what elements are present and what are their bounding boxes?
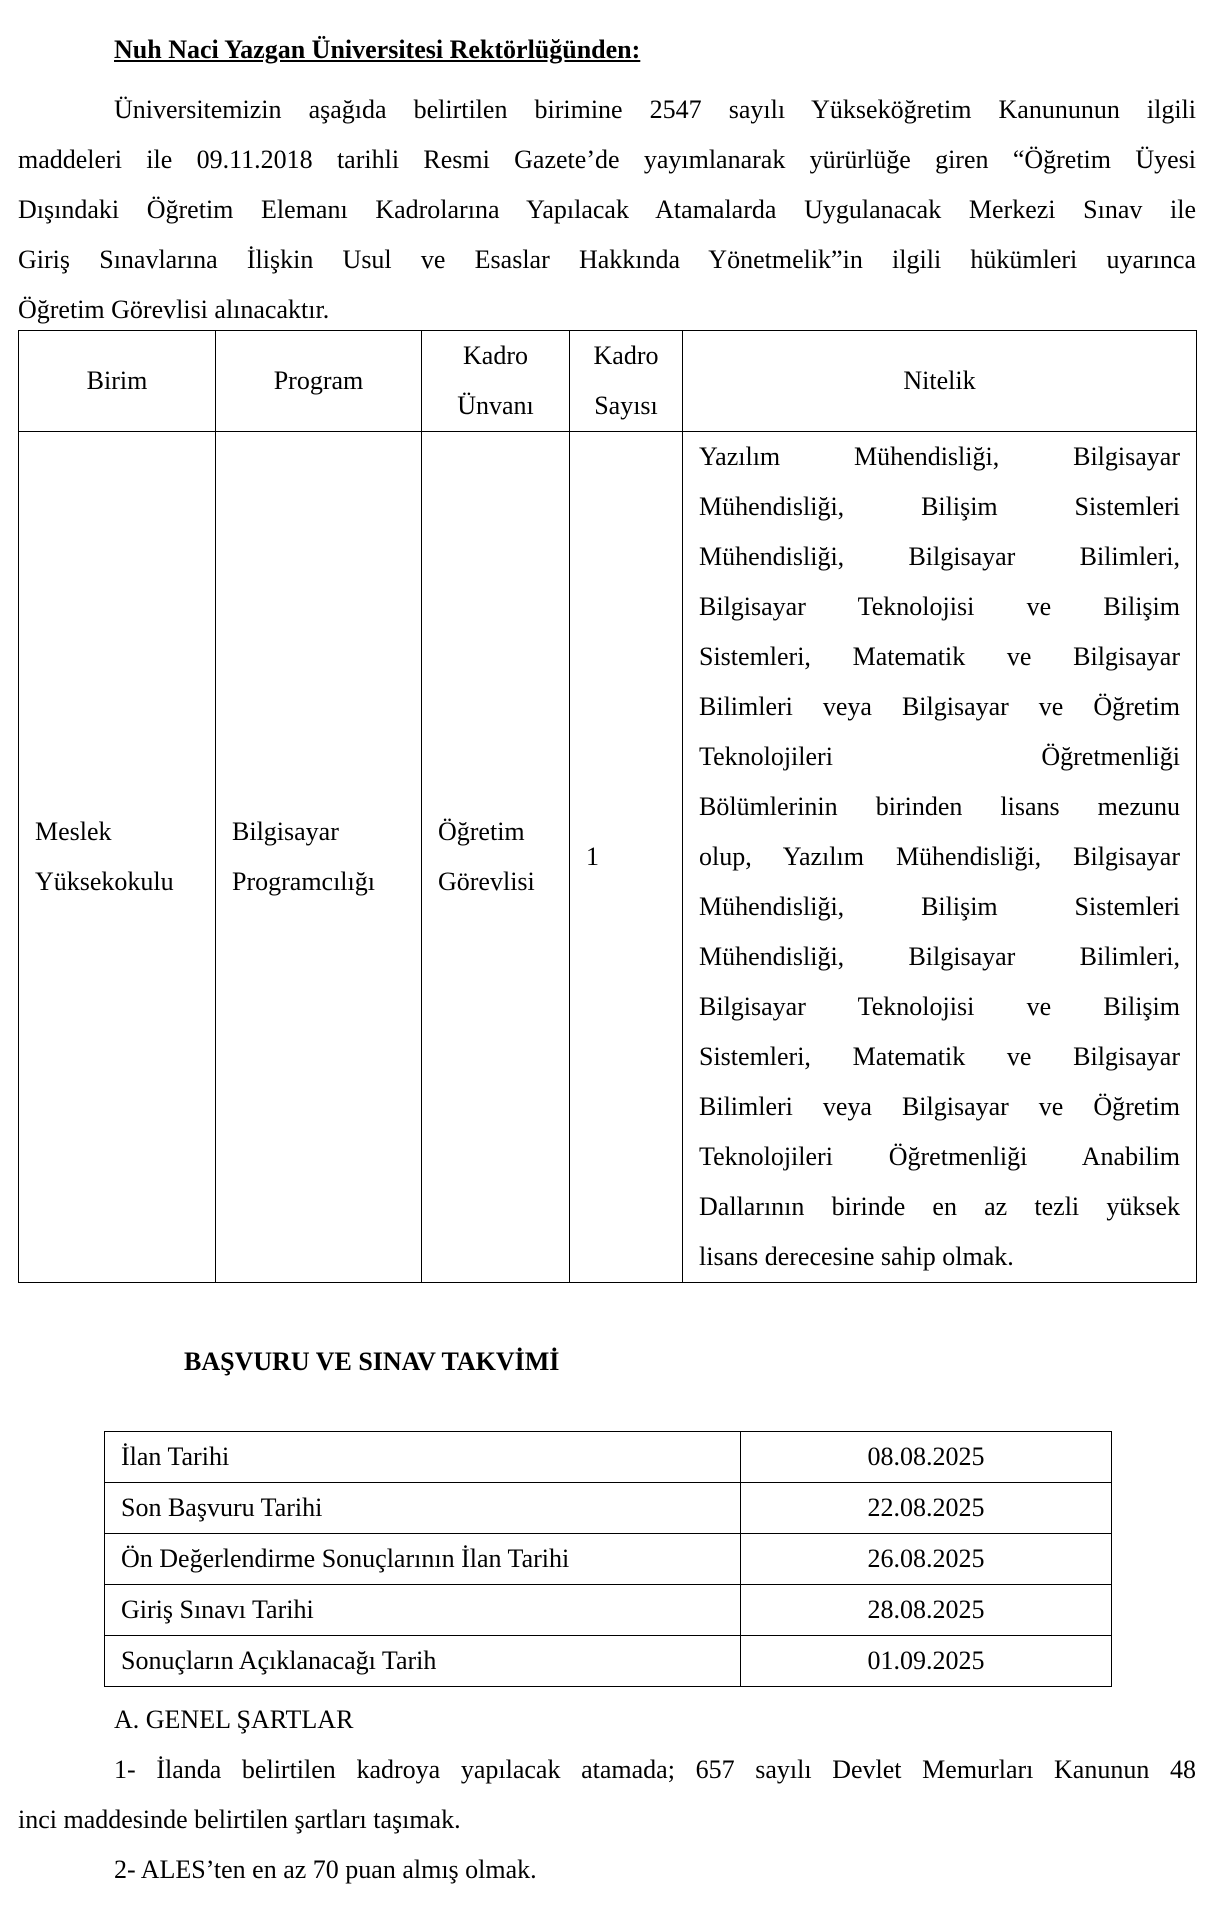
calendar-row: Giriş Sınavı Tarihi 28.08.2025 — [104, 1584, 1112, 1636]
calendar-label: İlan Tarihi — [104, 1431, 741, 1483]
nitelik-line: Bölümlerinin birinden lisans mezunu — [699, 792, 1180, 821]
cell-nitelik: Yazılım Mühendisliği, Bilgisayar Mühendis… — [682, 431, 1197, 1283]
intro-line: Giriş Sınavlarına İlişkin Usul ve Esasla… — [18, 245, 1196, 274]
nitelik-line: Yazılım Mühendisliği, Bilgisayar — [699, 442, 1180, 471]
calendar-date: 26.08.2025 — [740, 1533, 1112, 1585]
calendar-row: Sonuçların Açıklanacağı Tarih 01.09.2025 — [104, 1635, 1112, 1687]
calendar-label: Giriş Sınavı Tarihi — [104, 1584, 741, 1636]
requirements-section: A. GENEL ŞARTLAR 1- İlanda belirtilen ka… — [18, 1700, 1196, 1900]
header-kadro-sayisi: Kadro Sayısı — [569, 330, 683, 432]
header-birim: Birim — [18, 330, 216, 432]
header-kadro-unvani: Kadro Ünvanı — [421, 330, 570, 432]
calendar-table: İlan Tarihi 08.08.2025 Son Başvuru Tarihi 2… — [104, 1431, 1112, 1687]
nitelik-line: lisans derecesine sahip olmak. — [699, 1242, 1014, 1271]
requirement-item-1-cont: inci maddesinde belirtilen şartları taşı… — [18, 1805, 461, 1834]
cell-text: Meslek — [35, 817, 112, 846]
nitelik-line: Bilgisayar Teknolojisi ve Bilişim — [699, 992, 1180, 1021]
cell-text: Görevlisi — [438, 867, 535, 896]
calendar-label: Ön Değerlendirme Sonuçlarının İlan Tarih… — [104, 1533, 741, 1585]
cell-unvan: Öğretim Görevlisi — [421, 431, 570, 1283]
intro-line: Dışındaki Öğretim Elemanı Kadrolarına Ya… — [18, 195, 1196, 224]
nitelik-line: Dallarının birinde en az tezli yüksek — [699, 1192, 1180, 1221]
intro-line: Öğretim Görevlisi alınacaktır. — [18, 295, 330, 324]
header-program: Program — [215, 330, 422, 432]
requirement-item-1: 1- İlanda belirtilen kadroya yapılacak a… — [114, 1755, 1196, 1784]
nitelik-line: Sistemleri, Matematik ve Bilgisayar — [699, 1042, 1180, 1071]
cell-sayi: 1 — [569, 431, 683, 1283]
nitelik-line: Mühendisliği, Bilgisayar Bilimleri, — [699, 942, 1180, 971]
calendar-date: 22.08.2025 — [740, 1482, 1112, 1534]
table-row: Meslek Yüksekokulu Bilgisayar Programcılığ… — [18, 431, 1197, 1283]
requirement-item-2: 2- ALES’ten en az 70 puan almış olmak. — [114, 1855, 537, 1884]
cell-program: Bilgisayar Programcılığı — [215, 431, 422, 1283]
nitelik-line: Mühendisliği, Bilişim Sistemleri — [699, 892, 1180, 921]
calendar-date: 01.09.2025 — [740, 1635, 1112, 1687]
header-nitelik: Nitelik — [682, 330, 1197, 432]
intro-line: maddeleri ile 09.11.2018 tarihli Resmi G… — [18, 145, 1196, 174]
calendar-date: 28.08.2025 — [740, 1584, 1112, 1636]
calendar-label: Sonuçların Açıklanacağı Tarih — [104, 1635, 741, 1687]
nitelik-line: Teknolojileri Öğretmenliği — [699, 742, 1180, 771]
header-text: Sayısı — [594, 391, 658, 420]
intro-line: Üniversitemizin aşağıda belirtilen birim… — [114, 95, 1196, 124]
position-table: Birim Program Kadro Ünvanı Kadro Sayısı Ni… — [18, 330, 1197, 1283]
cell-text: Yüksekokulu — [35, 867, 174, 896]
document-title: Nuh Naci Yazgan Üniversitesi Rektörlüğün… — [114, 35, 641, 64]
nitelik-line: olup, Yazılım Mühendisliği, Bilgisayar — [699, 842, 1180, 871]
requirements-heading: A. GENEL ŞARTLAR — [114, 1705, 354, 1734]
cell-birim: Meslek Yüksekokulu — [18, 431, 216, 1283]
nitelik-line: Teknolojileri Öğretmenliği Anabilim — [699, 1142, 1180, 1171]
calendar-row: Son Başvuru Tarihi 22.08.2025 — [104, 1482, 1112, 1534]
header-text: Kadro — [593, 341, 659, 370]
calendar-row: İlan Tarihi 08.08.2025 — [104, 1431, 1112, 1483]
cell-text: Programcılığı — [232, 867, 375, 896]
nitelik-line: Bilimleri veya Bilgisayar ve Öğretim — [699, 1092, 1180, 1121]
calendar-row: Ön Değerlendirme Sonuçlarının İlan Tarih… — [104, 1533, 1112, 1585]
calendar-heading: BAŞVURU VE SINAV TAKVİMİ — [184, 1347, 560, 1376]
header-text: Ünvanı — [457, 391, 534, 420]
nitelik-line: Sistemleri, Matematik ve Bilgisayar — [699, 642, 1180, 671]
cell-text: Bilgisayar — [232, 817, 339, 846]
nitelik-line: Mühendisliği, Bilgisayar Bilimleri, — [699, 542, 1180, 571]
cell-text: Öğretim — [438, 817, 525, 846]
calendar-label: Son Başvuru Tarihi — [104, 1482, 741, 1534]
nitelik-line: Mühendisliği, Bilişim Sistemleri — [699, 492, 1180, 521]
nitelik-line: Bilimleri veya Bilgisayar ve Öğretim — [699, 692, 1180, 721]
intro-paragraph: Üniversitemizin aşağıda belirtilen birim… — [18, 90, 1196, 340]
header-text: Kadro — [463, 341, 528, 370]
nitelik-line: Bilgisayar Teknolojisi ve Bilişim — [699, 592, 1180, 621]
calendar-date: 08.08.2025 — [740, 1431, 1112, 1483]
table-header-row: Birim Program Kadro Ünvanı Kadro Sayısı Ni… — [18, 330, 1197, 432]
